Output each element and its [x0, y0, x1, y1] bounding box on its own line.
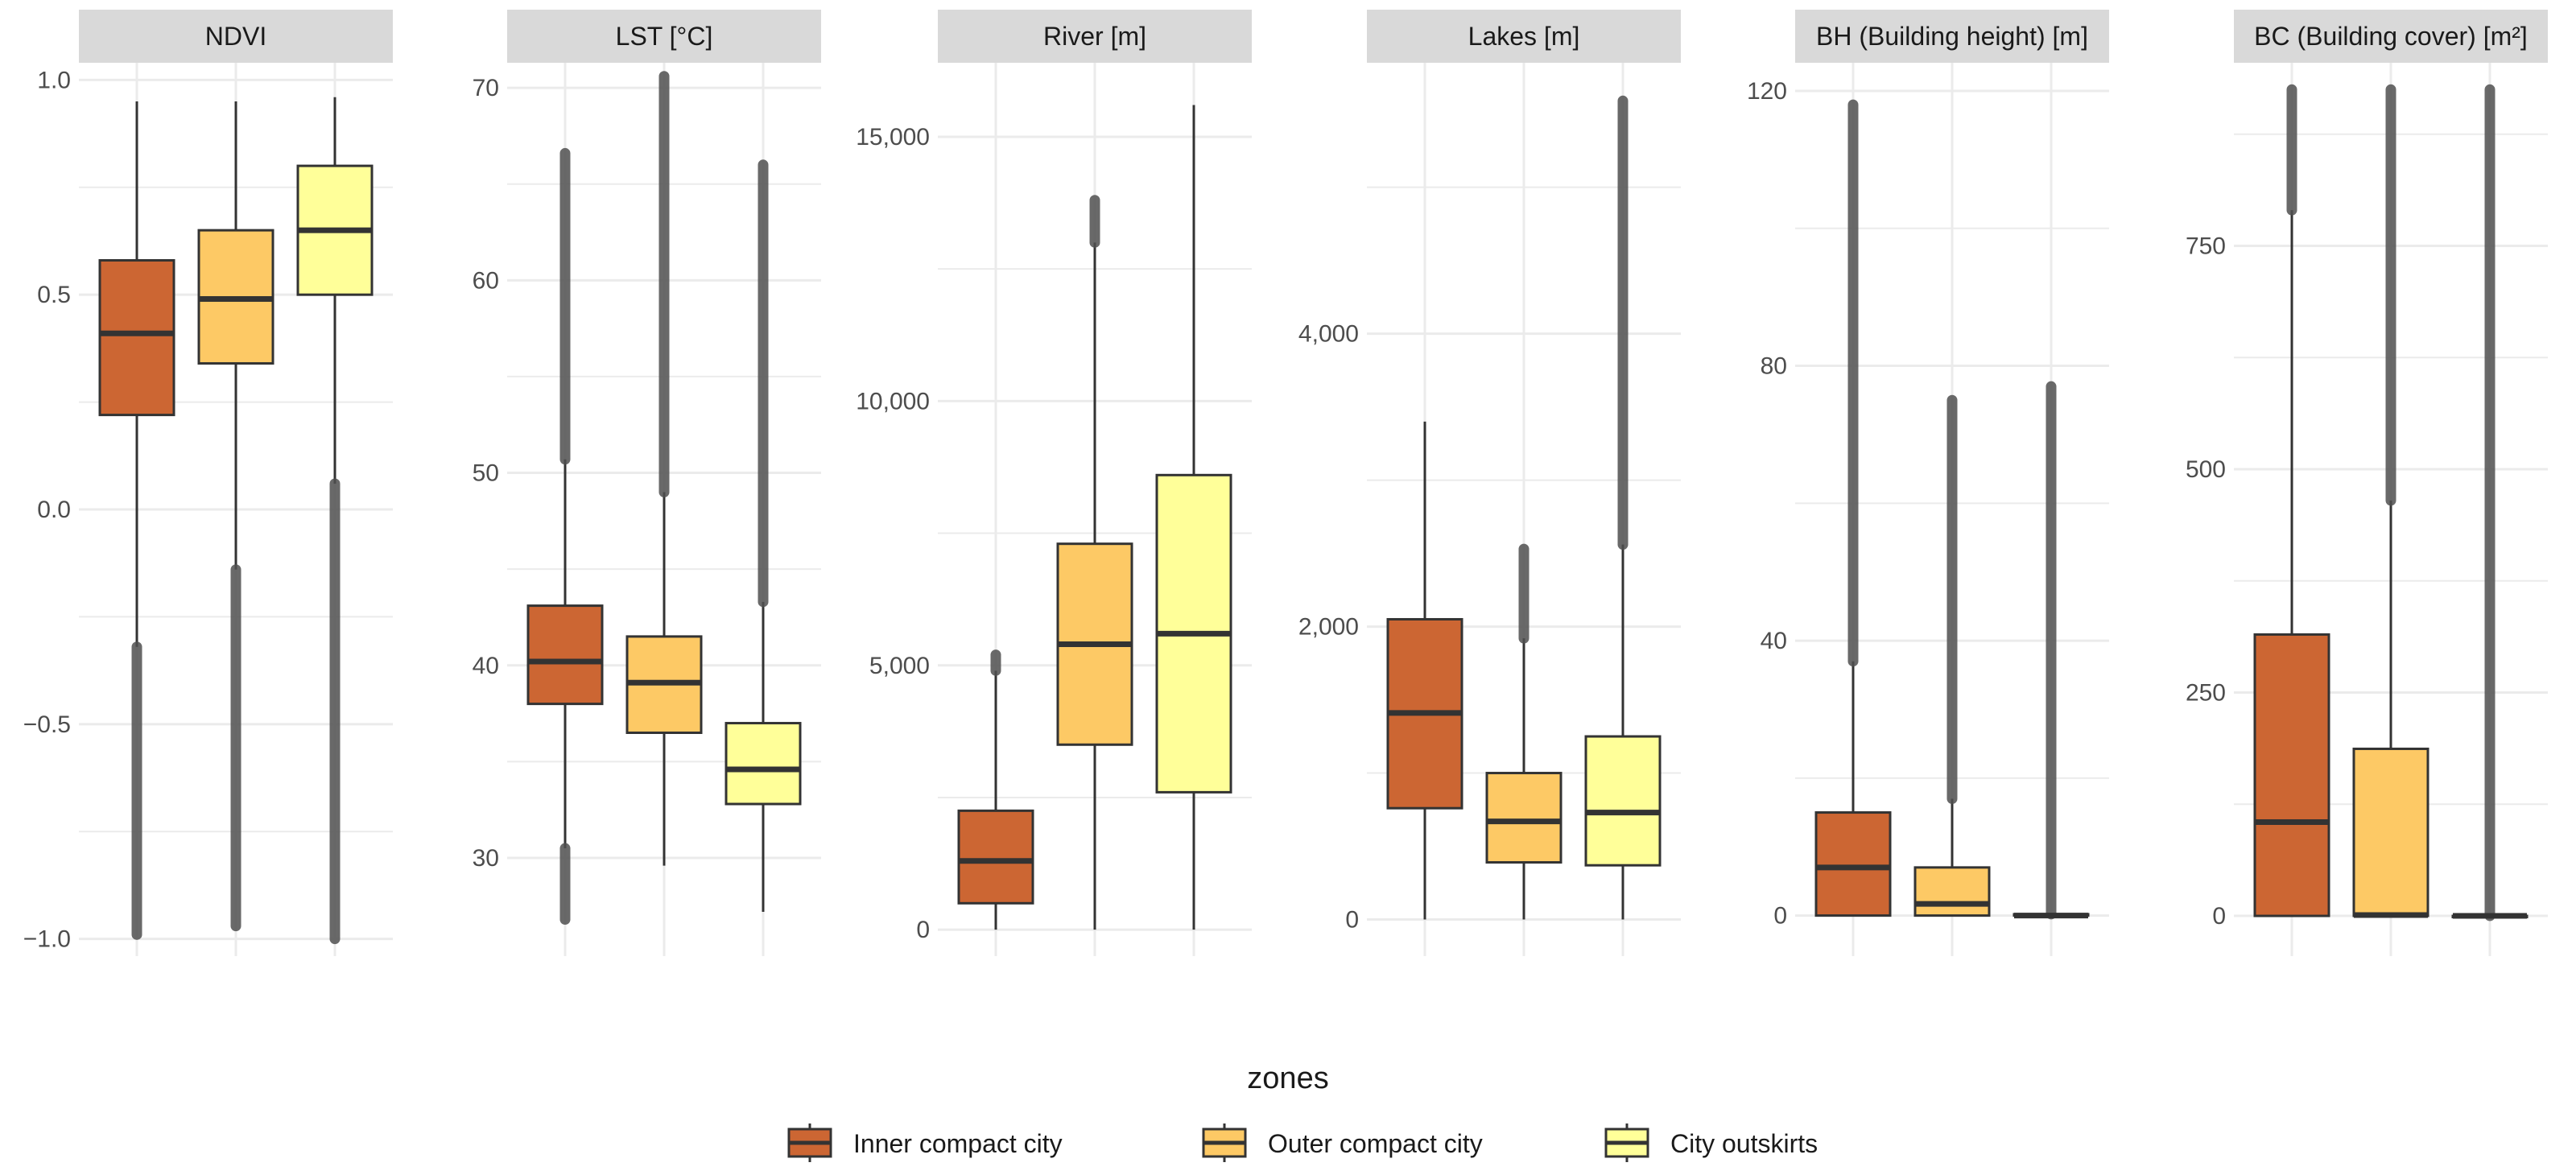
y-tick-label: −0.5 — [23, 711, 71, 738]
box-iqr — [2253, 633, 2330, 917]
facet-strip — [79, 10, 393, 63]
box-inner-compact-city — [98, 101, 175, 940]
box-inner-compact-city — [526, 147, 604, 926]
y-tick-label: 500 — [2186, 456, 2226, 483]
legend-items: Inner compact city Outer compact city City… — [787, 1123, 1818, 1162]
legend-label: Inner compact city — [853, 1129, 1063, 1158]
box-inner-compact-city — [1386, 421, 1463, 920]
facet-strip — [507, 10, 821, 63]
facet-title: NDVI — [205, 22, 266, 51]
facet-panel: NDVI −1.0 −0.5 0.0 0.5 1.0 — [23, 10, 393, 956]
y-tick-label: 80 — [1761, 353, 1787, 380]
legend-item: Inner compact city — [787, 1123, 1063, 1162]
facet-strip — [1367, 10, 1681, 63]
box-city-outskirts — [1584, 95, 1662, 920]
y-tick-label: 250 — [2186, 680, 2226, 707]
y-tick-label: 60 — [473, 267, 499, 294]
legend-item: City outskirts — [1604, 1123, 1818, 1162]
box-iqr — [1485, 772, 1563, 864]
box-outer-compact-city — [625, 71, 703, 866]
facet-panel: Lakes [m] 0 2,000 4,000 — [1298, 10, 1681, 956]
y-tick-label: 40 — [1761, 628, 1787, 654]
facet-strip — [938, 10, 1252, 63]
y-tick-label: 50 — [473, 460, 499, 487]
facet-panels: NDVI −1.0 −0.5 0.0 0.5 1.0 LST [°C] 30 40 50 60 70 R… — [23, 10, 2548, 956]
y-tick-label: 40 — [473, 653, 499, 679]
facet-strip — [1795, 10, 2109, 63]
facet-panel: LST [°C] 30 40 50 60 70 — [473, 10, 821, 956]
box-outer-compact-city — [1485, 543, 1563, 920]
y-tick-label: 0 — [2212, 903, 2226, 930]
y-tick-label: 0.0 — [37, 497, 71, 523]
facet-title: LST [°C] — [616, 22, 713, 51]
box-iqr — [1814, 811, 1892, 917]
box-inner-compact-city — [957, 649, 1034, 930]
y-tick-label: 750 — [2186, 233, 2226, 260]
y-tick-label: 0 — [1773, 903, 1787, 930]
y-tick-label: 4,000 — [1298, 321, 1359, 348]
y-tick-label: 70 — [473, 75, 499, 101]
box-iqr — [957, 809, 1034, 905]
facet-strip — [2234, 10, 2548, 63]
y-tick-label: 15,000 — [856, 124, 930, 150]
y-tick-label: 2,000 — [1298, 614, 1359, 641]
box-iqr — [724, 722, 802, 806]
facet-title: BH (Building height) [m] — [1816, 22, 2088, 51]
facet-title: BC (Building cover) [m²] — [2254, 22, 2528, 51]
y-tick-label: 1.0 — [37, 67, 71, 93]
legend-label: Outer compact city — [1268, 1129, 1483, 1158]
box-outer-compact-city — [2352, 84, 2429, 918]
box-inner-compact-city — [2253, 84, 2330, 917]
y-tick-label: −1.0 — [23, 926, 71, 953]
box-city-outskirts — [296, 97, 374, 945]
legend-item: Outer compact city — [1202, 1123, 1483, 1162]
legend-title: zones — [1247, 1062, 1328, 1095]
facet-title: Lakes [m] — [1468, 22, 1580, 51]
box-city-outskirts — [724, 159, 802, 912]
box-iqr — [526, 604, 604, 706]
facet-panel: River [m] 0 5,000 10,000 15,000 — [856, 10, 1252, 956]
box-city-outskirts — [2451, 84, 2529, 921]
box-city-outskirts — [1155, 105, 1232, 930]
box-outer-compact-city — [1913, 394, 1991, 917]
box-iqr — [1913, 866, 1991, 917]
facet-panel: BC (Building cover) [m²] 0 250 500 750 — [2186, 10, 2548, 956]
box-iqr — [98, 258, 175, 417]
y-tick-label: 0 — [1345, 907, 1359, 934]
y-tick-label: 0 — [916, 917, 930, 943]
y-tick-label: 120 — [1747, 78, 1787, 105]
box-iqr — [1584, 735, 1662, 867]
y-tick-label: 30 — [473, 845, 499, 872]
box-iqr — [2352, 747, 2429, 917]
y-tick-label: 5,000 — [869, 653, 930, 679]
y-tick-label: 0.5 — [37, 282, 71, 308]
box-outer-compact-city — [197, 101, 275, 932]
box-inner-compact-city — [1814, 99, 1892, 917]
legend-label: City outskirts — [1670, 1129, 1818, 1158]
y-tick-label: 10,000 — [856, 388, 930, 414]
box-city-outskirts — [2013, 381, 2090, 920]
facet-title: River [m] — [1043, 22, 1146, 51]
box-outer-compact-city — [1056, 195, 1133, 930]
legend: zones Inner compact city Outer compact ci… — [787, 1062, 1818, 1162]
facet-panel: BH (Building height) [m] 0 40 80 120 — [1747, 10, 2109, 956]
